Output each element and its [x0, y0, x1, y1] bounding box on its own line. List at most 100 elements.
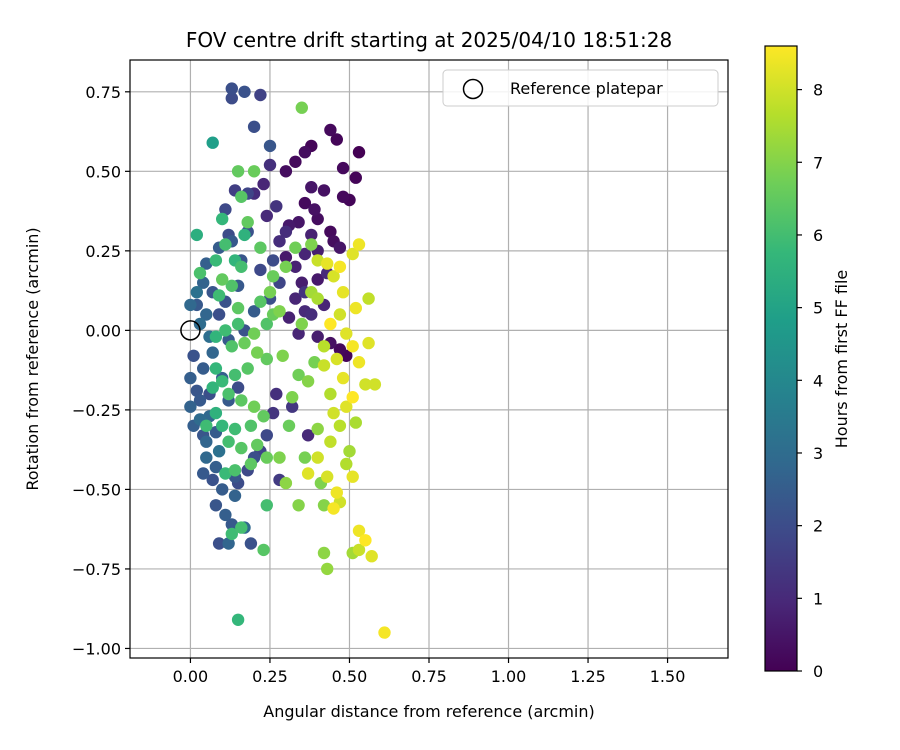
scatter-point — [206, 136, 219, 149]
scatter-point — [324, 435, 337, 448]
scatter-point — [317, 499, 331, 512]
y-tick-label: 0.25 — [85, 242, 121, 261]
scatter-point — [228, 422, 242, 436]
scatter-point — [317, 184, 331, 197]
scatter-point — [279, 165, 293, 178]
scatter-point — [336, 286, 350, 299]
scatter-point — [336, 190, 350, 203]
scatter-point — [321, 470, 334, 483]
scatter-point — [311, 330, 324, 343]
scatter-point — [368, 378, 382, 391]
colorbar: 0 1 2 3 4 5 6 7 8 Hours from first FF file — [764, 45, 851, 681]
scatter-point — [336, 371, 350, 385]
scatter-point — [238, 336, 251, 350]
scatter-point — [254, 241, 267, 254]
scatter-point — [349, 301, 362, 315]
scatter-point — [216, 483, 229, 496]
scatter-point — [324, 225, 337, 238]
scatter-point — [311, 292, 324, 305]
colorbar-gradient — [764, 45, 798, 672]
scatter-point — [279, 260, 293, 273]
scatter-point — [197, 467, 210, 480]
scatter-point — [324, 317, 337, 331]
scatter-point — [352, 356, 366, 369]
colorbar-tick-label: 2 — [813, 517, 823, 536]
scatter-point — [305, 238, 318, 251]
scatter-point — [330, 486, 343, 499]
scatter-point — [219, 203, 232, 216]
scatter-point — [311, 254, 324, 267]
scatter-point — [311, 451, 324, 464]
scatter-point — [301, 429, 315, 442]
colorbar-tick-label: 8 — [813, 81, 823, 100]
scatter-point — [228, 368, 242, 382]
colorbar-tick-label: 0 — [813, 662, 823, 681]
scatter-point — [273, 305, 286, 318]
scatter-point — [235, 441, 248, 455]
scatter-point — [330, 133, 343, 146]
scatter-point — [251, 346, 264, 359]
reference-platepar-marker — [180, 320, 201, 341]
scatter-point — [231, 613, 245, 626]
scatter-point — [197, 276, 210, 289]
y-tick-label: 0.50 — [85, 162, 121, 181]
scatter-point — [260, 317, 273, 331]
scatter-point — [225, 340, 238, 353]
scatter-point — [298, 196, 312, 210]
scatter-point — [231, 301, 245, 315]
scatter-point — [225, 518, 238, 531]
scatter-point — [216, 375, 229, 388]
scatter-point — [209, 406, 223, 420]
scatter-point — [352, 524, 366, 537]
scatter-point — [321, 562, 334, 576]
legend-marker — [462, 78, 484, 100]
scatter-point — [200, 435, 213, 448]
scatter-points — [184, 82, 391, 639]
scatter-point — [273, 451, 286, 464]
chart-title: FOV centre drift starting at 2025/04/10 … — [186, 28, 672, 52]
scatter-point — [260, 451, 273, 464]
x-tick-label: 0.75 — [411, 667, 447, 686]
scatter-point — [235, 190, 248, 203]
scatter-point — [327, 502, 340, 515]
scatter-point — [263, 286, 277, 299]
scatter-point — [340, 457, 353, 471]
colorbar-tick-label: 5 — [813, 299, 823, 318]
scatter-point — [225, 279, 238, 292]
x-tick-label: 1.50 — [650, 667, 686, 686]
scatter-point — [279, 225, 293, 238]
scatter-point — [260, 429, 273, 442]
scatter-point — [263, 139, 277, 153]
scatter-point — [362, 336, 375, 350]
scatter-point — [193, 317, 207, 331]
scatter-point — [209, 362, 223, 375]
scatter-point — [298, 247, 312, 261]
scatter-point — [305, 181, 318, 194]
scatter-point — [289, 260, 302, 273]
scatter-point — [282, 311, 296, 324]
scatter-point — [279, 476, 293, 490]
colorbar-tick-label: 3 — [813, 444, 823, 463]
scatter-point — [254, 295, 267, 308]
legend: Reference platepar — [442, 69, 719, 107]
scatter-point — [225, 92, 238, 105]
scatter-point — [289, 292, 302, 305]
scatter-point — [279, 251, 293, 264]
colorbar-title: Hours from first FF file — [832, 270, 851, 449]
scatter-point — [228, 489, 242, 502]
scatter-point — [212, 445, 226, 458]
scatter-point — [209, 499, 223, 512]
scatter-point — [190, 384, 203, 397]
scatter-point — [289, 241, 302, 254]
scatter-point — [235, 394, 248, 407]
scatter-point — [241, 216, 254, 229]
scatter-point — [311, 212, 324, 226]
scatter-point — [343, 445, 356, 458]
scatter-point — [219, 508, 232, 522]
scatter-point — [295, 101, 308, 114]
scatter-point — [327, 406, 340, 420]
scatter-point — [378, 626, 391, 639]
colorbar-tick-label: 1 — [813, 589, 823, 608]
scatter-point — [231, 317, 245, 331]
scatter-point — [206, 381, 219, 394]
